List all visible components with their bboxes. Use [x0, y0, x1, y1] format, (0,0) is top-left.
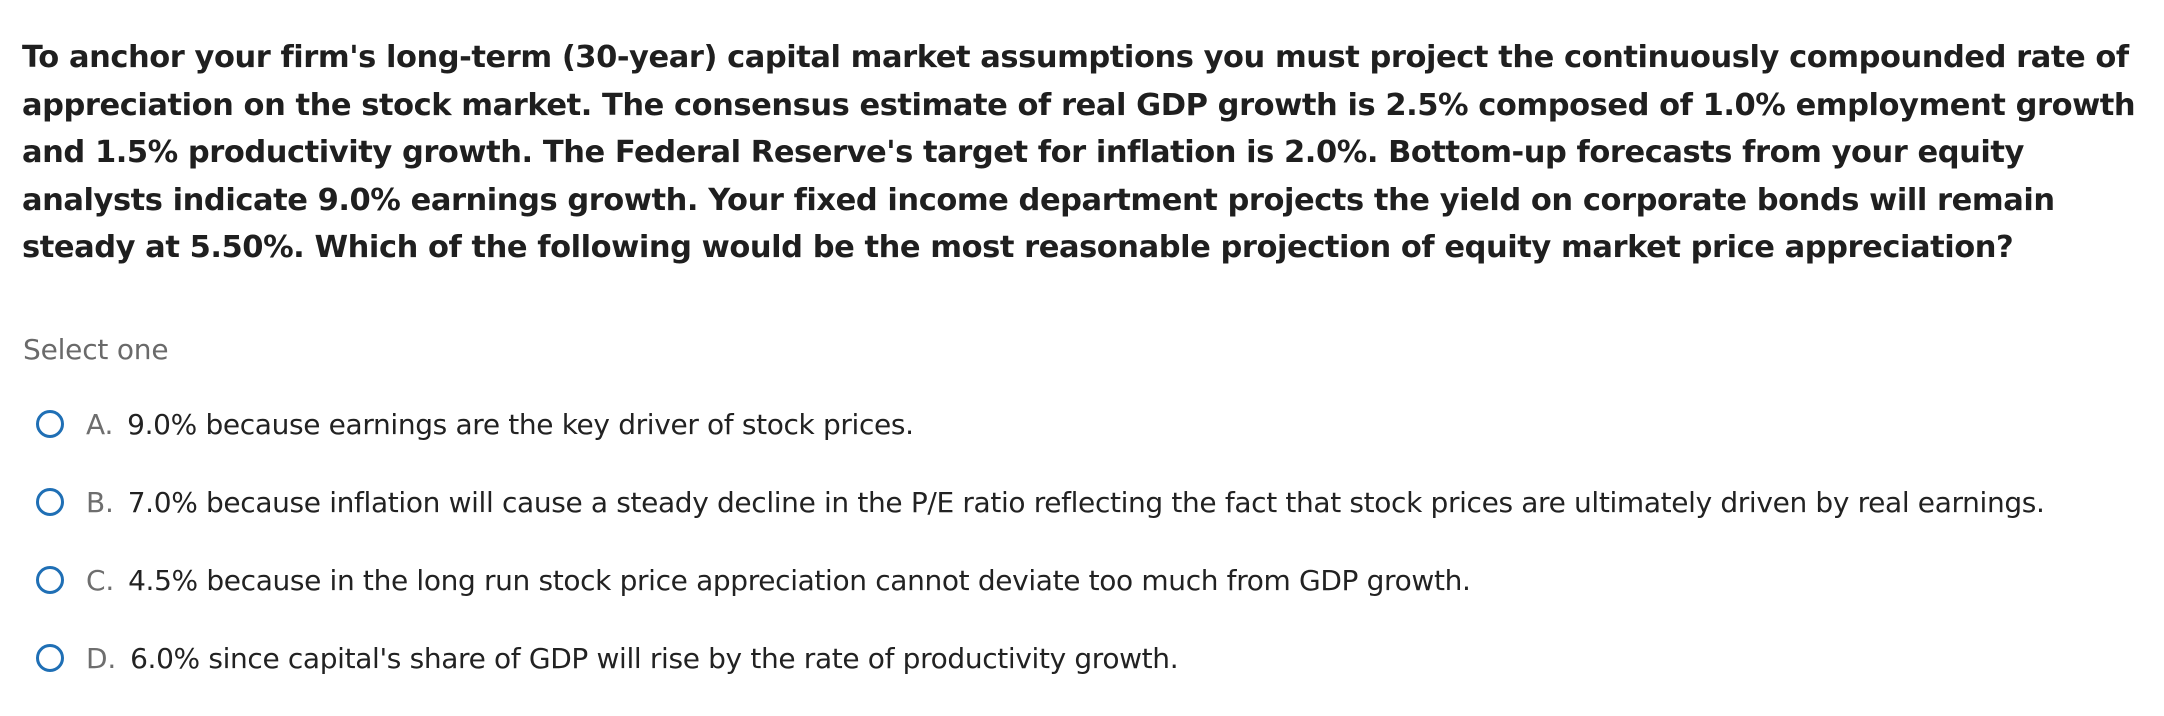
option-b-letter: B.: [86, 485, 114, 519]
option-c-text: 4.5% because in the long run stock price…: [128, 563, 1471, 597]
option-b-text: 7.0% because inflation will cause a stea…: [127, 485, 2045, 519]
radio-a-icon[interactable]: [36, 410, 64, 438]
radio-c-icon[interactable]: [36, 566, 64, 594]
select-one-label: Select one: [23, 333, 169, 366]
radio-b-icon[interactable]: [36, 488, 64, 516]
option-a[interactable]: A. 9.0% because earnings are the key dri…: [36, 401, 914, 447]
option-d-text: 6.0% since capital's share of GDP will r…: [130, 641, 1179, 675]
option-b[interactable]: B. 7.0% because inflation will cause a s…: [36, 479, 2045, 525]
option-c-letter: C.: [86, 563, 115, 597]
radio-d-icon[interactable]: [36, 644, 64, 672]
option-c[interactable]: C. 4.5% because in the long run stock pr…: [36, 557, 1471, 603]
option-d[interactable]: D. 6.0% since capital's share of GDP wil…: [36, 635, 1179, 681]
option-a-text: 9.0% because earnings are the key driver…: [127, 407, 914, 441]
option-a-letter: A.: [86, 407, 114, 441]
option-d-letter: D.: [86, 641, 117, 675]
question-text: To anchor your firm's long-term (30-year…: [22, 40, 2136, 265]
